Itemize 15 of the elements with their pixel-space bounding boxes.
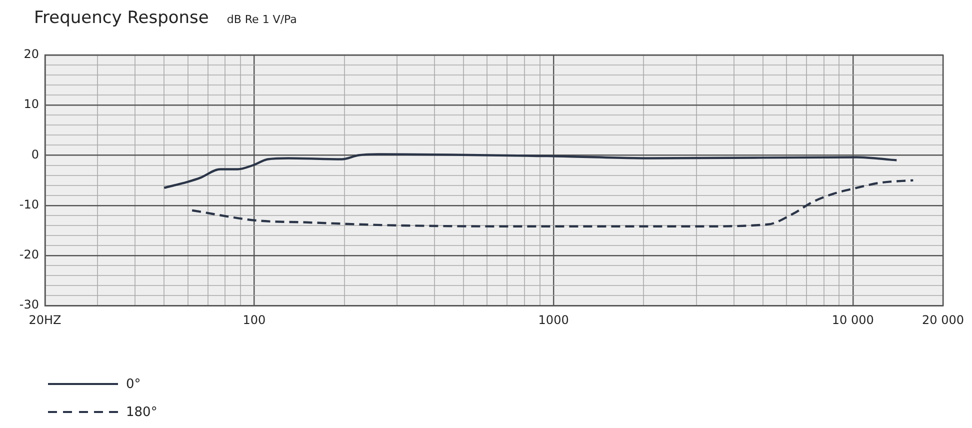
y-tick-label: -30 xyxy=(19,298,39,312)
chart-subtitle: dB Re 1 V/Pa xyxy=(226,13,297,26)
x-tick-label: 20 000 xyxy=(922,312,964,327)
legend-label: 180° xyxy=(126,404,158,420)
y-tick-label: -20 xyxy=(19,248,39,262)
y-tick-label: 20 xyxy=(24,47,39,62)
x-tick-label: 20HZ xyxy=(28,312,62,327)
x-tick-label: 10 000 xyxy=(832,312,874,327)
y-tick-label: 10 xyxy=(24,97,39,112)
legend-label: 0° xyxy=(126,376,141,392)
y-tick-label: 0 xyxy=(31,147,39,162)
chart-title: Frequency Response xyxy=(34,8,209,28)
x-tick-label: 1000 xyxy=(538,312,569,327)
x-tick-label: 100 xyxy=(242,312,266,327)
y-tick-label: -10 xyxy=(19,197,39,212)
